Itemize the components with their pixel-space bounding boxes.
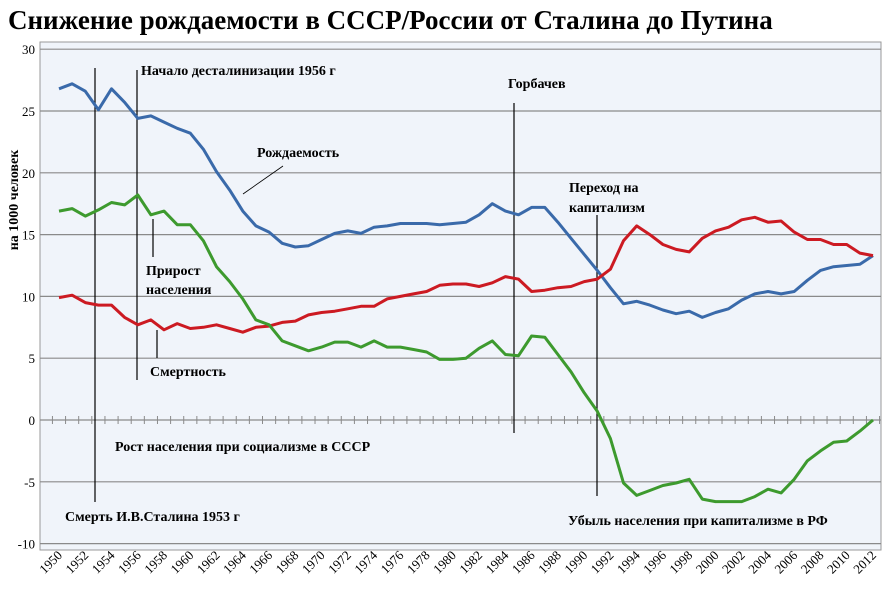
birth-rate-label: Рождаемость [257,146,340,161]
x-tick-label: 1970 [299,548,328,577]
x-tick-label: 1988 [535,548,564,577]
y-tick-label: 15 [22,228,35,243]
destalinization-label: Начало десталинизации 1956 г [141,64,336,79]
gorbachev-label: Горбачев [508,77,566,92]
birth-pointer [242,165,284,195]
x-tick-label: 2006 [771,547,800,576]
x-tick-label: 1990 [561,548,590,577]
y-tick-label: -5 [24,475,35,490]
stalin-death-label: Смерть И.В.Сталина 1953 г [65,510,240,525]
series-line-1 [58,215,874,334]
x-tick-label: 1978 [404,548,433,577]
x-tick-label: 1966 [246,547,275,576]
x-tick-label: 1994 [614,547,643,576]
y-tick-label: 20 [22,166,35,181]
y-tick-label: 25 [22,104,35,119]
chart-title: Снижение рождаемости в СССР/России от Ст… [8,5,773,35]
x-tick-label: 1972 [325,548,354,577]
x-tick-label: 1992 [588,548,617,577]
x-tick-label: 1958 [141,548,170,577]
growth-ussr-label: Рост населения при социализме в СССР [115,440,371,455]
x-tick-label: 2004 [745,547,774,576]
death-rate-label: Смертность [150,365,226,380]
x-tick-label: 2012 [850,548,879,577]
x-tick-label: 1974 [351,547,380,576]
x-tick-label: 1960 [167,548,196,577]
series-lines [58,82,874,504]
x-tick-label: 1968 [272,548,301,577]
decline-rf-label: Убыль населения при капитализме в РФ [568,514,828,529]
x-tick-label: 1976 [377,547,406,576]
x-tick-label: 1950 [36,548,65,577]
x-tick-label: 1998 [666,548,695,577]
growth-label-line1: Прирост [146,264,201,279]
x-tick-label: 2008 [798,548,827,577]
y-tick-label: 30 [22,42,35,57]
y-tick-label: -10 [18,537,35,552]
x-tick-label: 1980 [430,548,459,577]
x-tick-label: 1954 [89,547,118,576]
x-tick-labels: 1950195219541956195819601962196419661968… [36,547,879,576]
y-tick-label: 5 [29,351,36,366]
x-tick-label: 2002 [719,548,748,577]
series-line-2 [58,193,874,504]
x-tick-label: 1986 [509,547,538,576]
x-tick-label: 1952 [62,548,91,577]
growth-label-line2: населения [146,283,212,298]
x-tick-label: 1956 [115,547,144,576]
x-tick-label: 2000 [693,548,722,577]
y-axis-label: на 1000 человек [7,149,22,250]
x-tick-label: 1982 [456,548,485,577]
x-tick-label: 1964 [220,547,249,576]
capitalism-label-line2: капитализм [569,201,645,216]
series-line-0 [58,82,874,319]
y-tick-label: 10 [22,289,35,304]
annotation-lines [94,68,598,502]
capitalism-label-line1: Переход на [569,181,639,196]
x-tick-label: 2010 [824,548,853,577]
x-tick-label: 1962 [194,548,223,577]
x-tick-label: 1984 [483,547,512,576]
y-tick-labels: 30 25 20 15 10 5 0 -5 -10 [18,42,35,551]
x-tick-label: 1996 [640,547,669,576]
y-tick-label: 0 [29,413,36,428]
